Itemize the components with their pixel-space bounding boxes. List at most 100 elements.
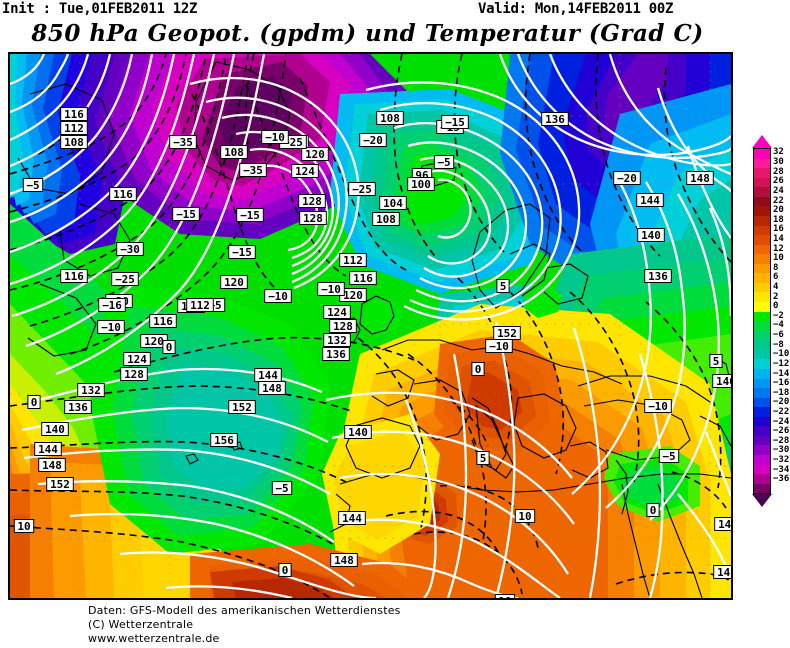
temperature-contour-label: −30	[116, 242, 144, 256]
svg-text:120: 120	[343, 289, 363, 302]
header-row: Init : Tue,01FEB2011 12Z Valid: Mon,14FE…	[0, 1, 790, 20]
footer-line-data-source: Daten: GFS-Modell des amerikanischen Wet…	[88, 604, 401, 617]
colorbar-tick-label: 22	[773, 195, 784, 206]
height-contour-label: 104	[379, 196, 407, 210]
svg-text:148: 148	[690, 172, 710, 185]
height-contour-label: 148	[686, 171, 714, 185]
height-contour-label: 140	[344, 425, 372, 439]
colorbar-segment	[754, 435, 770, 446]
height-contour-label: 152	[493, 326, 521, 340]
svg-text:0: 0	[650, 504, 657, 517]
colorbar-tick-label: 8	[773, 262, 779, 273]
svg-text:140: 140	[641, 229, 661, 242]
colorbar-segment	[754, 273, 770, 283]
colorbar-segment	[754, 397, 770, 408]
temperature-contour-label: −5	[22, 178, 44, 192]
colorbar-segment	[754, 196, 770, 207]
colorbar-segment	[754, 254, 770, 264]
temperature-contour-label: −20	[613, 171, 641, 185]
svg-text:−15: −15	[445, 116, 465, 129]
footer-line-copyright: (C) Wetterzentrale	[88, 618, 194, 631]
svg-text:132: 132	[81, 384, 101, 397]
svg-text:−10: −10	[268, 290, 288, 303]
colorbar-segment	[754, 225, 770, 236]
svg-text:152: 152	[497, 327, 517, 340]
svg-text:108: 108	[64, 136, 84, 149]
colorbar-tick-label: 20	[773, 205, 784, 216]
temperature-contour-label: −35	[239, 163, 267, 177]
temperature-contour-label: −10	[261, 130, 289, 144]
height-contour-label: 120	[140, 334, 168, 348]
height-contour-label: 124	[291, 164, 319, 178]
colorbar-segment	[754, 340, 770, 350]
temperature-contour-label: −15	[172, 207, 200, 221]
svg-text:148: 148	[334, 554, 354, 567]
colorbar-segment	[754, 302, 770, 312]
temperature-contour-label: 5	[476, 451, 490, 465]
temperature-contour-label: −25	[348, 182, 376, 196]
colorbar-tick-label: −8	[773, 339, 784, 350]
svg-text:−5: −5	[437, 156, 450, 169]
map-frame: 1161121081081161161201241281281089610010…	[8, 52, 733, 600]
svg-text:152: 152	[232, 401, 252, 414]
svg-text:144: 144	[718, 518, 731, 531]
svg-text:136: 136	[648, 270, 668, 283]
colorbar-segment	[754, 215, 770, 226]
svg-text:10: 10	[498, 595, 511, 598]
height-contour-label: 156	[210, 433, 238, 447]
height-contour-label: 112	[60, 121, 88, 135]
colorbar-segment	[754, 244, 770, 255]
height-contour-label: 132	[77, 383, 105, 397]
svg-text:120: 120	[224, 276, 244, 289]
svg-text:5: 5	[500, 280, 507, 293]
temperature-contour-label: 10	[514, 509, 536, 523]
temperature-contour-label: −10	[485, 339, 513, 353]
height-contour-label: 152	[46, 477, 74, 491]
height-contour-label: 144	[636, 193, 664, 207]
svg-text:136: 136	[326, 348, 346, 361]
svg-text:−20: −20	[363, 134, 383, 147]
page-title: 850 hPa Geopot. (gpdm) und Temperatur (G…	[31, 20, 704, 47]
colorbar-tick-label: −20	[773, 397, 790, 408]
height-contour-label: 132	[323, 333, 351, 347]
colorbar-tick-label: −12	[773, 358, 790, 369]
svg-text:156: 156	[214, 434, 234, 447]
temperature-contour-label: −5	[433, 155, 455, 169]
height-contour-label: 128	[299, 211, 327, 225]
colorbar-tick-label: 0	[773, 301, 779, 312]
temperature-contour-label: −10	[644, 399, 672, 413]
svg-text:−20: −20	[617, 172, 637, 185]
height-contour-label: 144	[338, 511, 366, 525]
svg-text:116: 116	[153, 315, 173, 328]
colorbar-segment	[754, 282, 770, 293]
height-contour-label: 140	[637, 228, 665, 242]
temperature-contour-label: 0	[278, 563, 292, 577]
colorbar-segment	[754, 292, 770, 302]
svg-text:112: 112	[343, 254, 363, 267]
colorbar-segment	[754, 474, 770, 484]
svg-text:100: 100	[411, 178, 431, 191]
height-contour-label: 108	[60, 135, 88, 149]
colorbar-tick-label: 24	[773, 185, 784, 196]
height-contour-label: 108	[372, 212, 400, 226]
height-contour-label: 116	[109, 187, 137, 201]
svg-text:108: 108	[376, 213, 396, 226]
svg-text:−25: −25	[352, 183, 372, 196]
temperature-contour-label: −15	[236, 208, 264, 222]
footer-line-website[interactable]: www.wetterzentrale.de	[88, 632, 220, 645]
colorbar-tick-label: −26	[773, 426, 790, 437]
weather-map: 1161121081081161161201241281281089610010…	[10, 54, 731, 598]
height-contour-label: 136	[541, 112, 569, 126]
temperature-contour-label: −10	[97, 320, 125, 334]
svg-text:116: 116	[64, 270, 84, 283]
colorbar-tick-label: −18	[773, 387, 790, 398]
svg-text:144: 144	[258, 369, 278, 382]
temperature-contour-label: 0	[646, 503, 660, 517]
colorbar-tick-label: −30	[773, 445, 790, 456]
temperature-contour-label: −5	[271, 481, 293, 495]
temperature-contour-label: −15	[228, 245, 256, 259]
svg-text:10: 10	[518, 510, 531, 523]
height-contour-label: 108	[220, 145, 248, 159]
height-contour-label: 144	[714, 517, 731, 531]
